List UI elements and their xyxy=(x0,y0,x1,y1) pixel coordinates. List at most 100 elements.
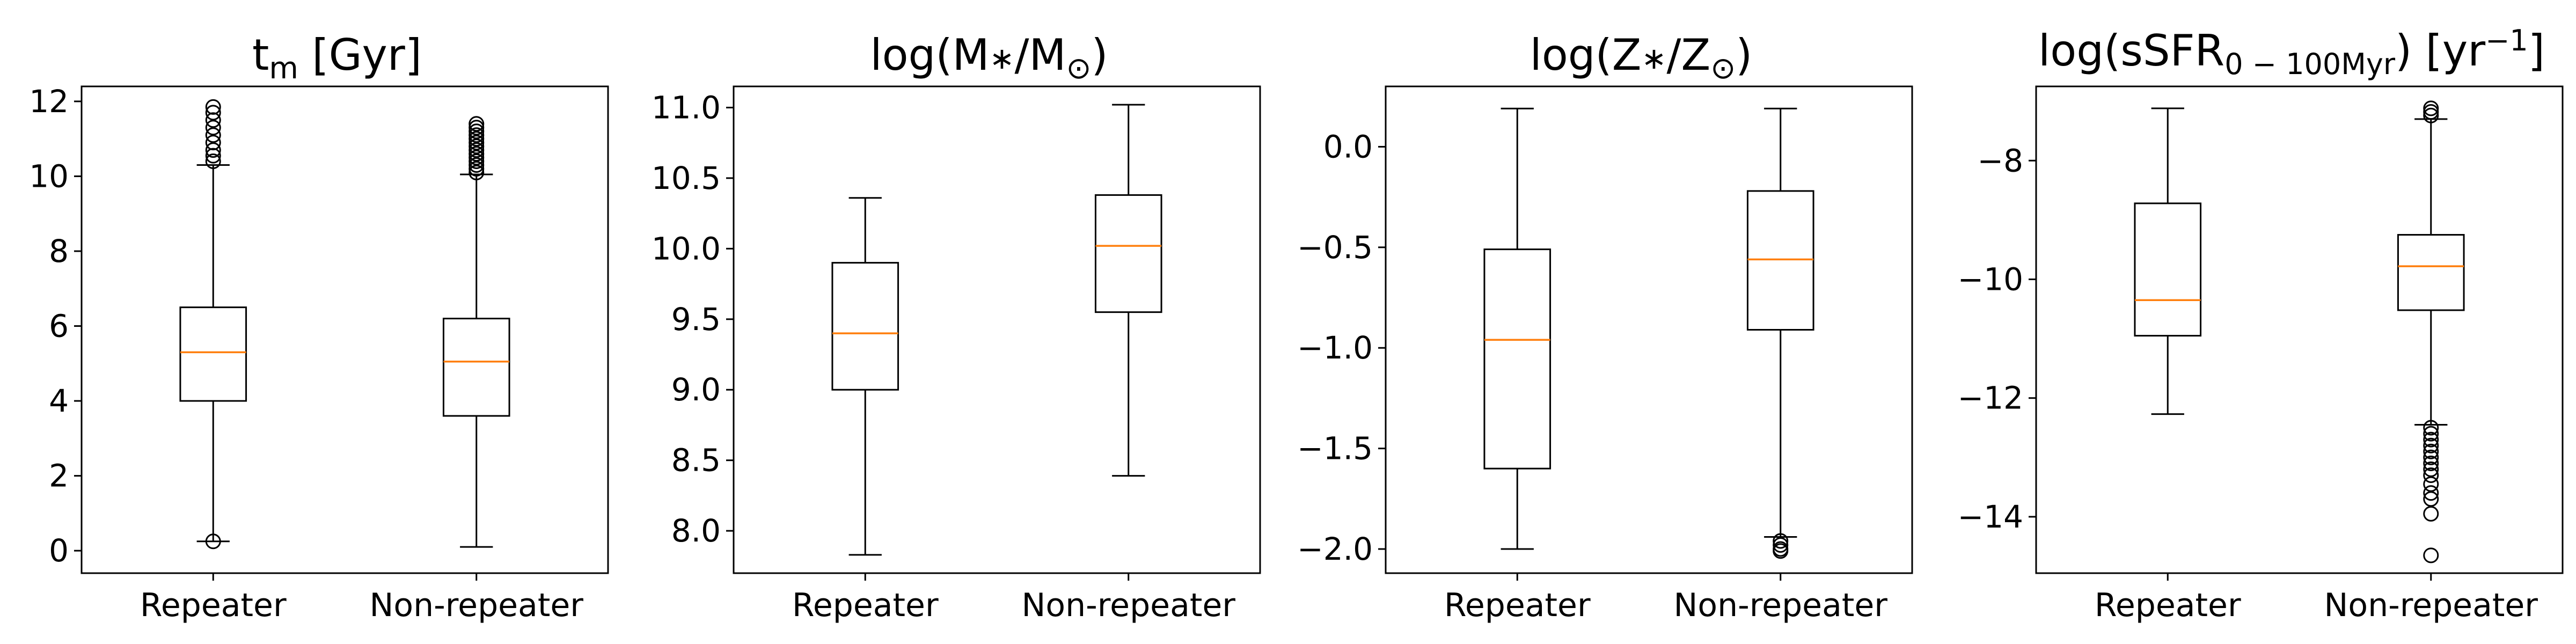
y-tick-label: 0.0 xyxy=(1323,128,1373,165)
y-tick-label: 8.0 xyxy=(671,513,721,549)
axes-frame xyxy=(733,85,1261,574)
flier-point xyxy=(469,135,485,151)
flier-point xyxy=(2423,100,2439,116)
box-iqr xyxy=(1746,190,1814,331)
flier-point xyxy=(2423,420,2439,436)
panel-metallicity: log(Z∗/Z⊙) 0.0 −0.5 −1.0 −1.5 −2.0 Repeater No… xyxy=(1297,30,1913,624)
flier-point xyxy=(2423,426,2439,442)
flier-point xyxy=(469,164,485,180)
flier-point xyxy=(1773,533,1789,549)
title-metallicity: log(Z∗/Z⊙) xyxy=(1530,30,1753,86)
flier-point xyxy=(205,105,221,121)
flier-point xyxy=(469,146,485,162)
box-non-repeater xyxy=(1094,104,1162,477)
y-tick-label: −10 xyxy=(1958,261,2023,297)
y-tick-label: 8 xyxy=(49,233,69,269)
flier-point xyxy=(205,127,221,143)
flier-point xyxy=(2423,107,2439,123)
flier-point xyxy=(205,135,221,151)
flier-point xyxy=(469,138,485,155)
flier-point xyxy=(2423,491,2439,507)
box-non-repeater xyxy=(1746,107,1814,559)
x-tick-label: Non-repeater xyxy=(1674,587,1888,624)
flier-point xyxy=(205,153,221,170)
x-tick-label: Non-repeater xyxy=(1022,587,1236,624)
y-tick-label: −0.5 xyxy=(1297,229,1373,266)
box-iqr xyxy=(1094,194,1162,313)
flier-point xyxy=(2423,455,2439,471)
flier-point xyxy=(469,123,485,140)
box-iqr xyxy=(2134,202,2202,337)
flier-point xyxy=(1773,543,1789,559)
box-iqr xyxy=(831,262,899,391)
axes-frame xyxy=(2035,85,2564,574)
title-tm: tm [Gyr] xyxy=(252,30,422,86)
y-tick-label: −1.5 xyxy=(1297,430,1373,467)
flier-point xyxy=(2423,485,2439,501)
flier-point xyxy=(469,150,485,166)
flier-point xyxy=(1773,537,1789,553)
flier-point xyxy=(2423,547,2439,564)
x-tick-label: Repeater xyxy=(140,587,287,624)
box-repeater xyxy=(179,99,247,550)
flier-point xyxy=(2423,476,2439,492)
y-tick-label: 9.0 xyxy=(671,371,721,408)
flier-point xyxy=(2423,431,2439,448)
y-tick-label: 6 xyxy=(49,308,69,345)
y-tick-label: −12 xyxy=(1958,380,2023,416)
flier-point xyxy=(205,142,221,158)
y-tick-label: 9.5 xyxy=(671,301,721,338)
x-tick-label: Non-repeater xyxy=(370,587,584,624)
flier-point xyxy=(205,533,221,550)
box-non-repeater xyxy=(442,116,510,548)
panel-ssfr: log(sSFR0 − 100Myr) [yr−1] −8 −10 −12 −14 Re… xyxy=(1958,24,2564,624)
flier-point xyxy=(469,157,485,173)
y-tick-label: 10 xyxy=(29,158,69,194)
x-tick-label: Repeater xyxy=(792,587,939,624)
flier-point xyxy=(469,160,485,177)
title-ssfr: log(sSFR0 − 100Myr) [yr−1] xyxy=(2038,24,2545,81)
flier-point xyxy=(205,120,221,136)
x-tick-label: Repeater xyxy=(2095,587,2241,624)
panel-mass: log(M∗/M⊙) 8.0 8.5 9.0 9.5 10.0 10.5 11.0 Repea… xyxy=(652,30,1261,624)
box-repeater xyxy=(831,197,899,556)
flier-point xyxy=(469,120,485,136)
y-tick-label: 10.0 xyxy=(652,230,721,267)
flier-point xyxy=(469,116,485,132)
flier-point xyxy=(2423,449,2439,465)
y-tick-label: −2.0 xyxy=(1297,531,1373,567)
y-tick-label: 11.0 xyxy=(652,89,721,126)
title-mass: log(M∗/M⊙) xyxy=(870,30,1108,86)
flier-point xyxy=(2423,506,2439,522)
y-tick-label: −1.0 xyxy=(1297,330,1373,366)
flier-point xyxy=(2423,443,2439,459)
box-repeater xyxy=(1483,107,1552,550)
y-tick-label: 10.5 xyxy=(652,160,721,196)
y-tick-label: 12 xyxy=(29,83,69,120)
flier-point xyxy=(469,153,485,170)
flier-point xyxy=(205,148,221,164)
box-iqr xyxy=(1483,248,1552,470)
y-tick-label: 4 xyxy=(49,383,69,419)
box-iqr xyxy=(2397,234,2465,311)
y-tick-label: 0 xyxy=(49,532,69,569)
flier-point xyxy=(205,99,221,115)
y-tick-label: 8.5 xyxy=(671,442,721,479)
y-tick-label: −14 xyxy=(1958,499,2023,535)
flier-point xyxy=(2423,461,2439,477)
panel-tm: tm [Gyr] 0 2 4 6 8 10 12 Repeater Non-repeater xyxy=(29,30,609,624)
axes-frame xyxy=(80,85,609,574)
y-tick-label: 2 xyxy=(49,458,69,494)
box-non-repeater xyxy=(2397,100,2465,564)
axes-frame xyxy=(1385,85,1913,574)
box-iqr xyxy=(442,318,510,417)
flier-point xyxy=(469,131,485,147)
box-iqr xyxy=(179,306,247,402)
flier-point xyxy=(2423,467,2439,483)
flier-point xyxy=(469,127,485,143)
flier-point xyxy=(2423,104,2439,120)
y-tick-label: −8 xyxy=(1978,142,2024,179)
box-repeater xyxy=(2134,107,2202,415)
x-tick-label: Non-repeater xyxy=(2324,587,2538,624)
